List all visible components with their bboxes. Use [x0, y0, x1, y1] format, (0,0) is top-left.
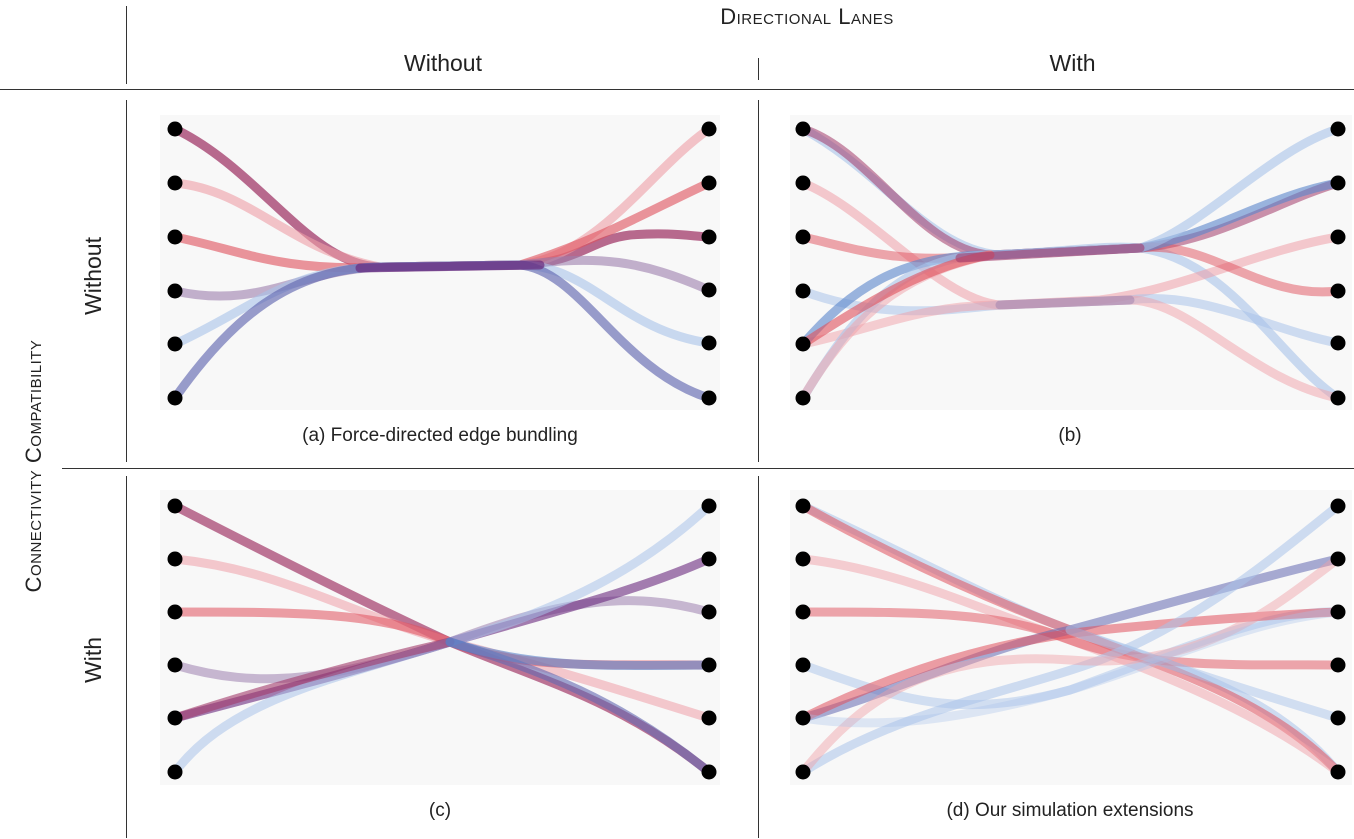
- node: [795, 229, 811, 245]
- node: [1330, 710, 1346, 726]
- node: [167, 657, 183, 673]
- node: [167, 121, 183, 137]
- node: [795, 498, 811, 514]
- edge: [995, 295, 1135, 310]
- node: [167, 604, 183, 620]
- column-header-with: With: [1049, 50, 1096, 76]
- node: [167, 175, 183, 191]
- panel-c-caption: (c): [428, 800, 452, 821]
- edge: [798, 607, 1343, 723]
- node: [795, 657, 811, 673]
- node: [1330, 335, 1346, 351]
- node: [1330, 764, 1346, 780]
- node: [701, 764, 717, 780]
- node: [701, 229, 717, 245]
- node: [167, 498, 183, 514]
- edge: [170, 637, 455, 723]
- node: [795, 390, 811, 406]
- node: [795, 710, 811, 726]
- node: [1330, 390, 1346, 406]
- node: [1330, 604, 1346, 620]
- header-divider-vertical: [126, 6, 127, 84]
- panel-d-caption: (d) Our simulation extensions: [946, 800, 1194, 821]
- node: [795, 551, 811, 567]
- column-group-title: Directional Lanes: [720, 4, 894, 29]
- row-separator: [62, 468, 1354, 469]
- row-divider-top: [126, 100, 127, 462]
- column-divider-top: [758, 100, 759, 462]
- edge: [355, 260, 545, 273]
- node: [167, 229, 183, 245]
- node: [701, 551, 717, 567]
- column-header-without: Without: [404, 50, 482, 76]
- node: [701, 710, 717, 726]
- node: [795, 604, 811, 620]
- node: [701, 498, 717, 514]
- panel-a-caption: (a) Force-directed edge bundling: [302, 425, 578, 446]
- column-divider-bottom: [758, 476, 759, 838]
- node: [1330, 551, 1346, 567]
- node: [167, 764, 183, 780]
- node: [1330, 283, 1346, 299]
- node: [701, 657, 717, 673]
- edge: [798, 607, 1343, 728]
- node: [1330, 121, 1346, 137]
- node: [701, 390, 717, 406]
- node: [795, 175, 811, 191]
- node: [701, 604, 717, 620]
- node: [167, 551, 183, 567]
- edge: [1065, 625, 1343, 723]
- node: [1330, 498, 1346, 514]
- node: [167, 390, 183, 406]
- node: [795, 764, 811, 780]
- header-divider-horizontal: [0, 89, 1354, 90]
- column-header-divider: [758, 58, 759, 80]
- node: [701, 282, 717, 298]
- node: [167, 710, 183, 726]
- node: [167, 336, 183, 352]
- panel-b-caption: (b): [1058, 425, 1082, 446]
- node: [795, 121, 811, 137]
- node: [167, 283, 183, 299]
- edge: [798, 607, 1343, 670]
- row-divider-bottom: [126, 476, 127, 838]
- node: [701, 175, 717, 191]
- edge: [445, 637, 714, 670]
- node: [1330, 175, 1346, 191]
- node: [701, 121, 717, 137]
- edge: [955, 243, 1145, 263]
- node: [795, 283, 811, 299]
- node: [701, 335, 717, 351]
- edge: [798, 554, 1343, 777]
- node: [1330, 229, 1346, 245]
- edge: [798, 501, 1343, 777]
- node: [1330, 657, 1346, 673]
- node: [795, 336, 811, 352]
